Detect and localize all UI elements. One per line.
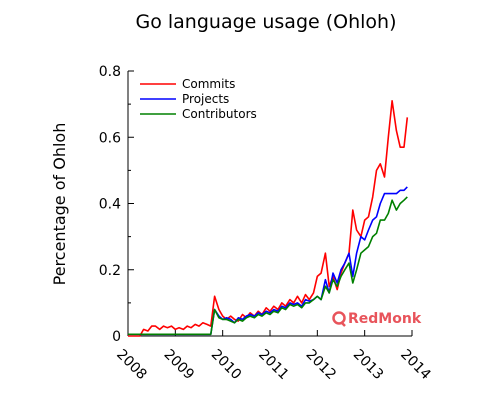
watermark-text: RedMonk: [348, 311, 422, 327]
chart-title: Go language usage (Ohloh): [135, 11, 396, 33]
x-tick-label: 2008: [113, 347, 150, 384]
x-tick-label: 2012: [303, 347, 340, 384]
y-axis-ticks: 0 0.2 0.4 0.6 0.8: [99, 64, 134, 345]
y-tick-label: 0.6: [99, 130, 121, 146]
y-tick-label: 0: [112, 329, 121, 345]
series-line-projects: [128, 186, 408, 336]
x-tick-label: 2011: [255, 347, 292, 384]
series-line-commits: [128, 100, 409, 337]
legend-label-contributors: Contributors: [182, 107, 257, 121]
y-axis-label: Percentage of Ohloh: [50, 123, 69, 286]
axes: [127, 71, 412, 337]
legend-label-projects: Projects: [182, 92, 229, 106]
redmonk-watermark: RedMonk: [332, 311, 422, 327]
legend-label-commits: Commits: [182, 77, 235, 91]
y-tick-label: 0.8: [99, 64, 121, 80]
x-tick-label: 2013: [350, 347, 387, 384]
y-tick-label: 0.2: [99, 263, 121, 279]
x-tick-label: 2009: [161, 347, 198, 384]
series-lines: [128, 100, 409, 337]
y-tick-label: 0.4: [99, 197, 121, 213]
x-tick-label: 2014: [397, 347, 434, 384]
x-tick-label: 2010: [208, 347, 245, 384]
redmonk-logo-icon: [332, 311, 346, 327]
x-axis-ticks: 2008 2009 2010 2011 2012 2013 2014: [113, 330, 434, 383]
series-line-contributors: [128, 196, 408, 336]
